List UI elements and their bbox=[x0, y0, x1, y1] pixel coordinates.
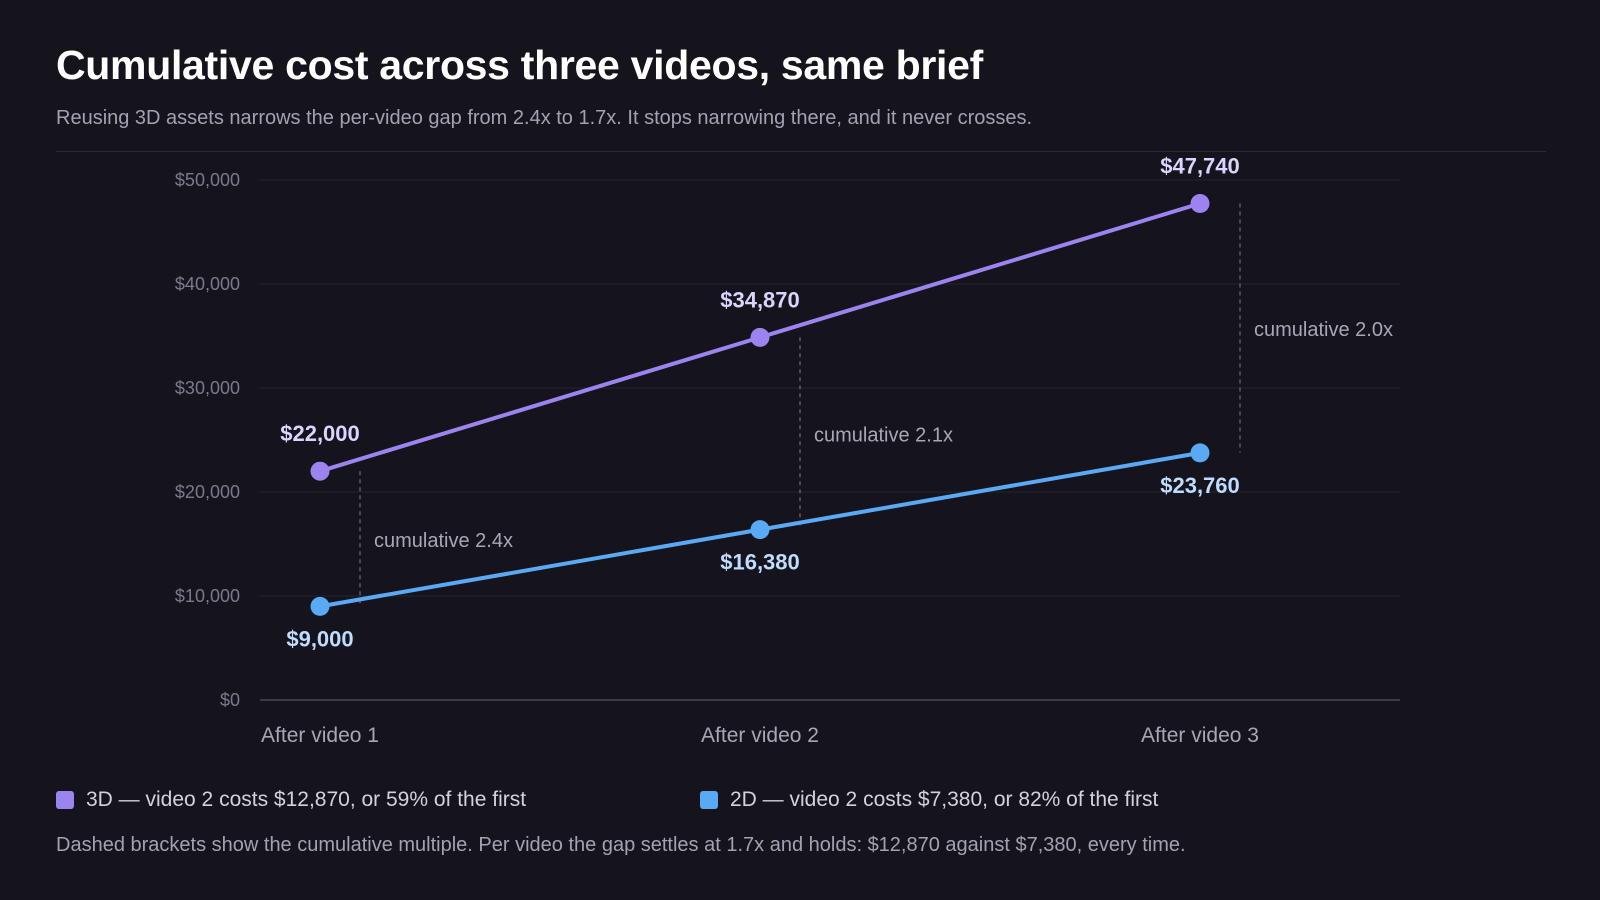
x-tick-label: After video 2 bbox=[701, 724, 819, 747]
bracket-annotation: cumulative 2.0x bbox=[1254, 319, 1393, 341]
y-tick-label: $0 bbox=[220, 690, 240, 710]
y-tick-label: $50,000 bbox=[175, 170, 240, 190]
data-point-2d bbox=[310, 596, 330, 616]
data-point-3d bbox=[750, 327, 770, 347]
x-tick-label: After video 1 bbox=[261, 724, 379, 747]
y-axis-ticks: $0 $10,000 $20,000 $30,000 $40,000 $50,000 bbox=[175, 170, 240, 710]
y-tick-label: $10,000 bbox=[175, 586, 240, 606]
series-layer bbox=[310, 194, 1210, 616]
chart-subtitle: Reusing 3D assets narrows the per-video … bbox=[56, 107, 1033, 129]
data-label-3d: $47,740 bbox=[1160, 154, 1240, 179]
data-label-2d: $16,380 bbox=[720, 550, 800, 575]
legend-item-3d: 3D — video 2 costs $12,870, or 59% of th… bbox=[56, 788, 526, 812]
chart-title: Cumulative cost across three videos, sam… bbox=[56, 42, 983, 88]
bracket-annotation: cumulative 2.4x bbox=[374, 530, 513, 552]
grid-layer bbox=[260, 179, 1400, 701]
legend-label-3d: 3D — video 2 costs $12,870, or 59% of th… bbox=[86, 788, 527, 811]
data-point-3d bbox=[310, 461, 330, 481]
x-axis-ticks: After video 1 After video 2 After video 3 bbox=[261, 724, 1259, 747]
header-divider bbox=[56, 151, 1546, 152]
data-point-2d bbox=[750, 520, 770, 540]
legend-swatch-2d bbox=[700, 791, 718, 809]
chart-footnote: Dashed brackets show the cumulative mult… bbox=[56, 834, 1186, 856]
data-point-3d bbox=[1190, 194, 1210, 214]
data-point-2d bbox=[1190, 443, 1210, 463]
legend-label-2d: 2D — video 2 costs $7,380, or 82% of the… bbox=[730, 788, 1159, 811]
data-label-2d: $9,000 bbox=[286, 626, 353, 651]
data-label-3d: $34,870 bbox=[720, 287, 800, 312]
data-label-3d: $22,000 bbox=[280, 421, 360, 446]
legend-swatch-3d bbox=[56, 791, 74, 809]
x-tick-label: After video 3 bbox=[1141, 724, 1259, 747]
bracket-layer: cumulative 2.4x cumulative 2.1x cumulative… bbox=[359, 203, 1393, 607]
legend-item-2d: 2D — video 2 costs $7,380, or 82% of the… bbox=[700, 788, 1158, 812]
cumulative-cost-line-chart: $0 $10,000 $20,000 $30,000 $40,000 $50,000 Af… bbox=[175, 154, 1400, 747]
y-tick-label: $40,000 bbox=[175, 274, 240, 294]
bracket-annotation: cumulative 2.1x bbox=[814, 425, 953, 447]
y-tick-label: $30,000 bbox=[175, 378, 240, 398]
y-tick-label: $20,000 bbox=[175, 482, 240, 502]
data-label-layer: $22,000 $34,870 $47,740 $9,000 $16,380 $23,76… bbox=[280, 154, 1240, 652]
data-label-2d: $23,760 bbox=[1160, 473, 1240, 498]
